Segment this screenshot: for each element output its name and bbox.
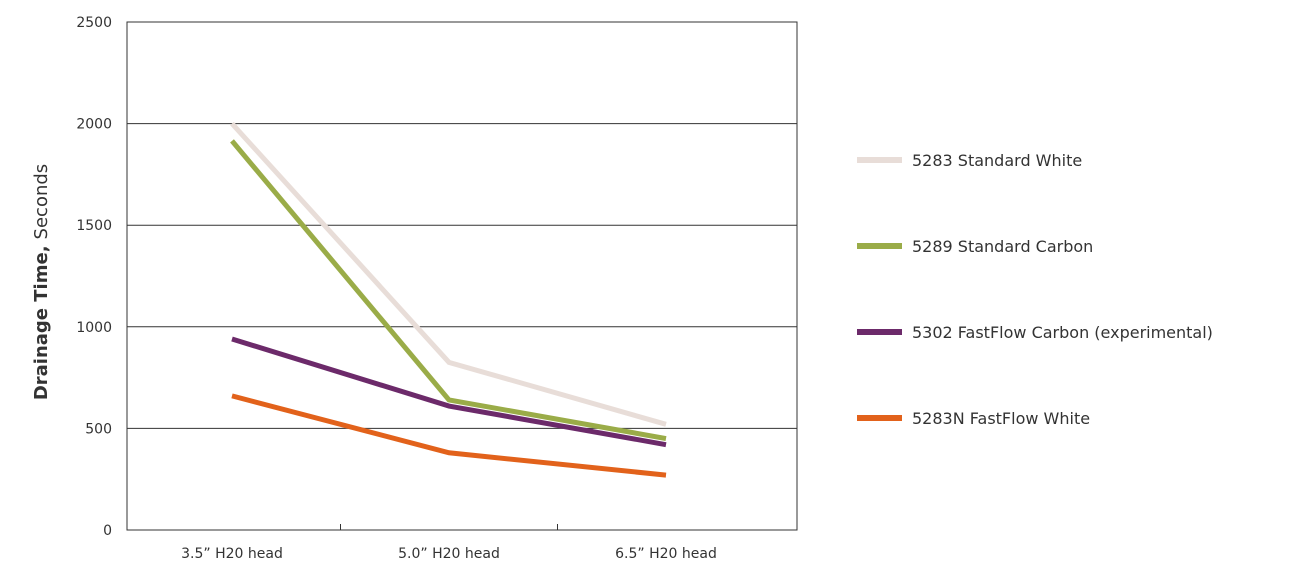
y-tick-label: 2000: [76, 117, 112, 133]
legend-label: 5289 Standard Carbon: [912, 237, 1093, 256]
grid-lines: [127, 123, 797, 429]
y-tick-label: 2500: [76, 15, 112, 31]
series-lines: [230, 121, 667, 478]
series-line-4: [231, 393, 667, 478]
y-axis-label: Drainage Time, Seconds: [31, 164, 52, 400]
legend: 5283 Standard White 5289 Standard Carbon 5…: [857, 151, 1213, 428]
y-tick-label: 500: [85, 421, 112, 437]
legend-label: 5283N FastFlow White: [912, 409, 1090, 428]
y-axis-ticks: 0 500 1000 1500 2000 2500: [76, 15, 112, 539]
x-tick-label: 5.0” H20 head: [398, 546, 500, 562]
x-tick-label: 3.5” H20 head: [181, 546, 283, 562]
legend-label: 5302 FastFlow Carbon (experimental): [912, 323, 1213, 342]
y-axis-label-light: Seconds: [31, 164, 52, 240]
series-line-1: [230, 121, 667, 427]
series-line-2: [230, 139, 667, 442]
legend-label: 5283 Standard White: [912, 151, 1082, 170]
series-line-3: [231, 336, 667, 448]
y-axis-label-bold: Drainage Time,: [31, 245, 52, 400]
y-tick-label: 0: [103, 523, 112, 539]
y-tick-label: 1000: [76, 320, 112, 336]
plot-frame: [126, 21, 798, 531]
x-tick-label: 6.5” H20 head: [615, 546, 717, 562]
y-tick-label: 1500: [76, 218, 112, 234]
x-axis-ticks: 3.5” H20 head 5.0” H20 head 6.5” H20 head: [181, 524, 717, 562]
